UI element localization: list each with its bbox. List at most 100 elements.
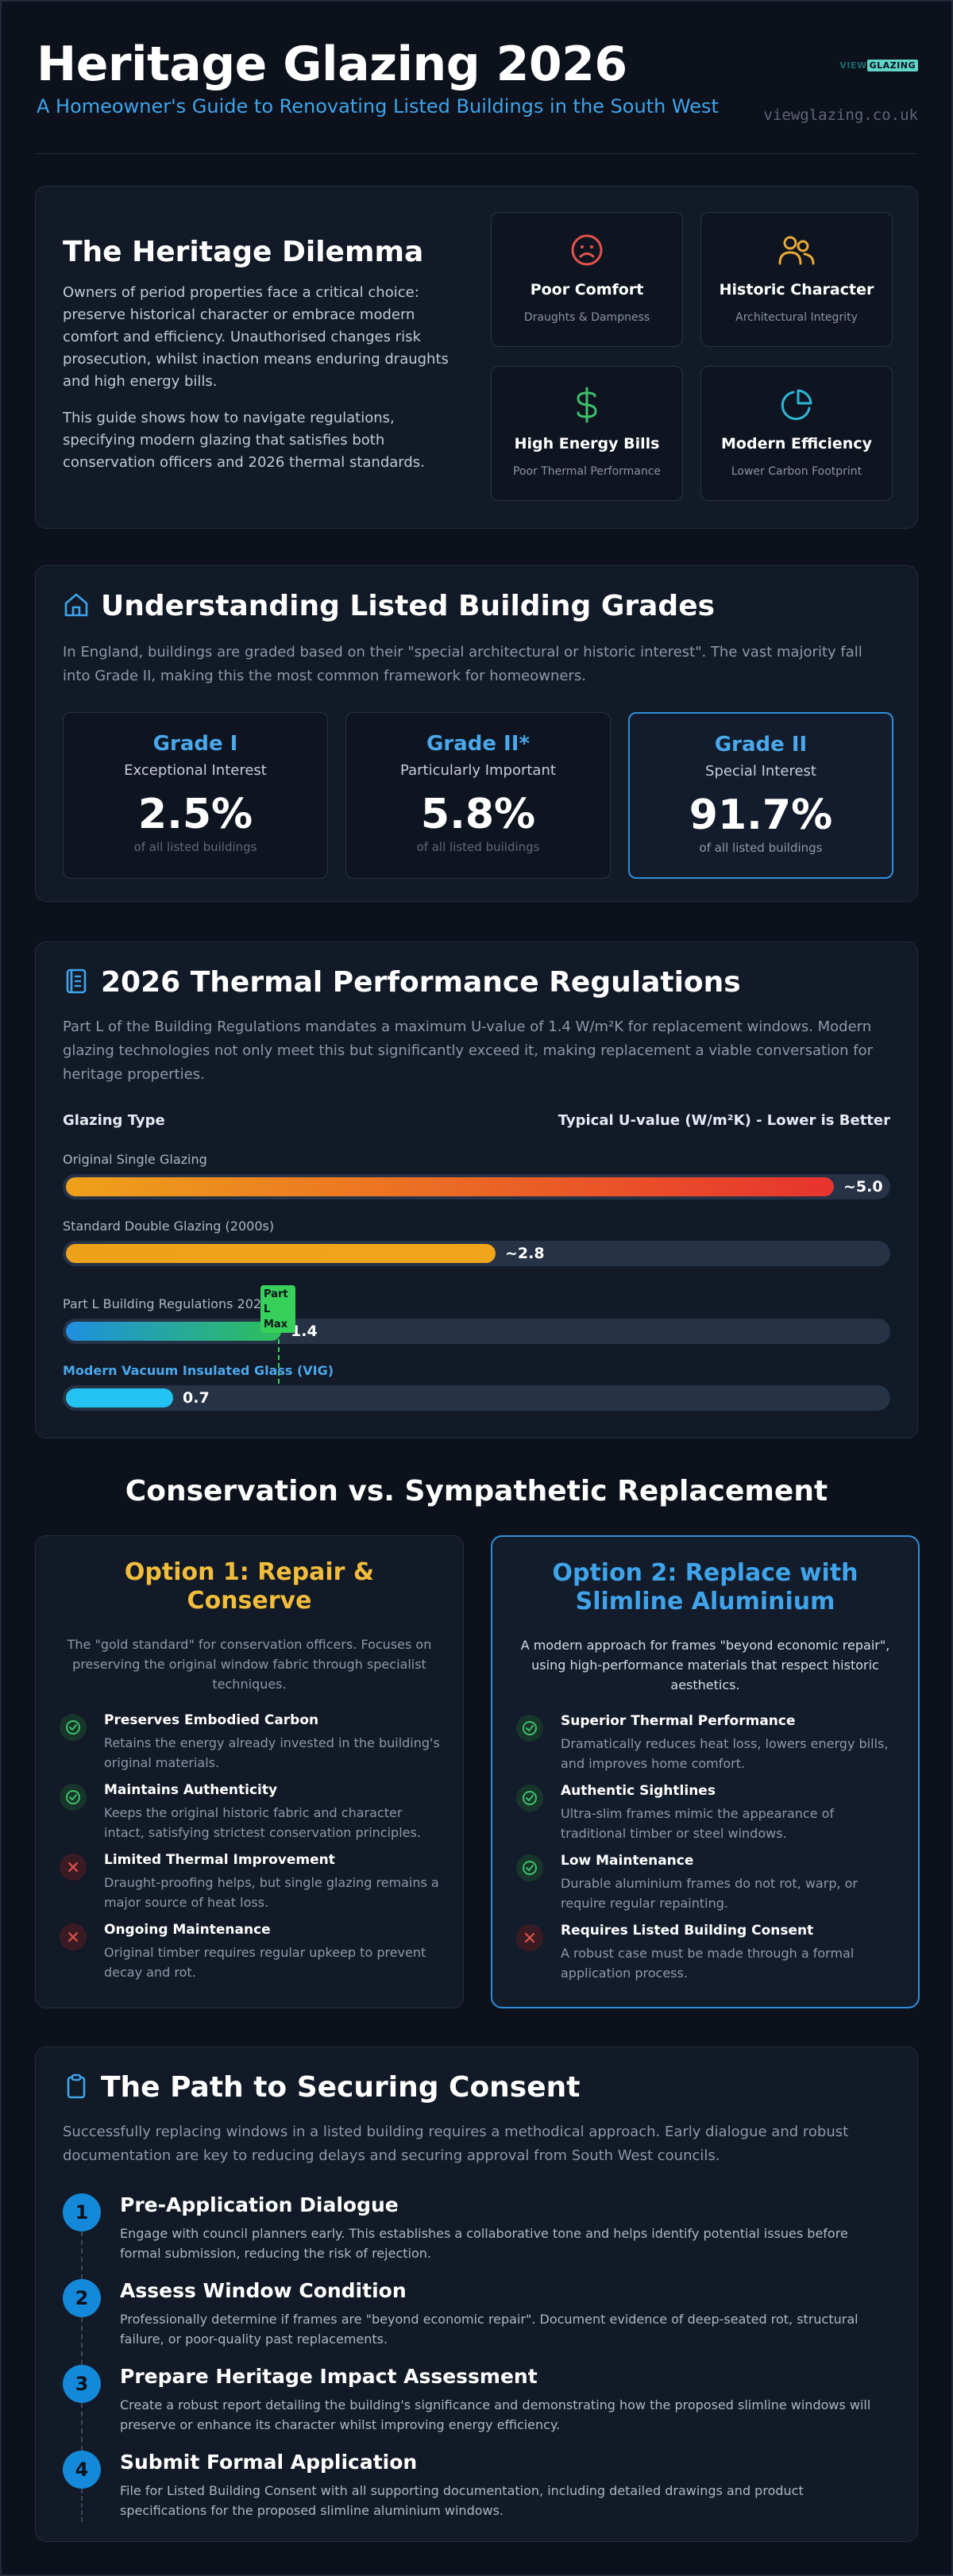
sad-face-icon [492, 232, 682, 270]
tile-title: Historic Character [719, 281, 874, 298]
step-description: Create a robust report detailing the bui… [120, 2397, 871, 2432]
grade-description: Particularly Important [400, 762, 556, 779]
grade-name: Grade II [714, 733, 808, 757]
item-description: Keeps the original historic fabric and c… [104, 1805, 421, 1840]
step-connector [81, 2231, 83, 2279]
step-connector [81, 2317, 83, 2365]
brand-logo-part1: VIEW [839, 60, 867, 71]
dilemma-title: The Heritage Dilemma [63, 236, 424, 268]
users-icon [701, 232, 892, 270]
bar-row-double-glazing: Standard Double Glazing (2000s) ~2.8 [63, 1219, 890, 1268]
item-title: Ongoing Maintenance [104, 1922, 271, 1938]
tile-historic-character: Historic Character Architectural Integri… [700, 212, 893, 347]
item-description: Draught-proofing helps, but single glazi… [104, 1875, 439, 1910]
check-icon [60, 1714, 87, 1741]
step-connector [81, 2403, 83, 2451]
item-description: Durable aluminium frames do not rot, war… [561, 1876, 858, 1911]
option-description: The "gold standard" for conservation off… [67, 1637, 432, 1692]
grade-description: Exceptional Interest [124, 762, 267, 779]
tile-high-energy-bills: High Energy Bills Poor Thermal Performan… [491, 366, 683, 501]
bar-fill-single-glazing [66, 1177, 834, 1196]
heritage-dilemma-section: The Heritage Dilemma Owners of period pr… [35, 186, 918, 529]
cross-icon [60, 1923, 87, 1950]
part-l-max-marker: Part L Max [260, 1285, 295, 1333]
step-connector [81, 2489, 83, 2522]
bar-track [63, 1385, 890, 1411]
brand-logo[interactable]: VIEW GLAZING [839, 60, 918, 71]
option2-item-sightlines: Authentic Sightlines Ultra-slim frames m… [516, 1783, 897, 1846]
step-title: Submit Formal Application [120, 2451, 418, 2474]
grade-note: of all listed buildings [699, 841, 823, 855]
option1-item-maintenance: Ongoing Maintenance Original timber requ… [60, 1922, 442, 1985]
page-subtitle: A Homeowner's Guide to Renovating Listed… [37, 95, 719, 117]
clipboard-icon [63, 2073, 90, 2103]
bar-track [63, 1241, 890, 1266]
option-description: A modern approach for frames "beyond eco… [520, 1638, 890, 1692]
check-icon [516, 1854, 543, 1881]
consent-heading: The Path to Securing Consent [63, 2071, 581, 2104]
grade-name: Grade I [152, 732, 238, 756]
bar-value: 0.7 [183, 1389, 210, 1407]
option1-item-authenticity: Maintains Authenticity Keeps the origina… [60, 1782, 442, 1846]
grade-description: Special Interest [705, 763, 816, 780]
item-title: Limited Thermal Improvement [104, 1852, 335, 1868]
option-title: Option 1: Repair & Conserve [124, 1558, 375, 1615]
item-description: Original timber requires regular upkeep … [104, 1945, 426, 1980]
bar-row-part-l: Part L Building Regulations 2026 1.4 [63, 1296, 890, 1346]
step-submit-application: 4 Submit Formal Application File for Lis… [63, 2451, 890, 2522]
dollar-icon [492, 386, 682, 424]
step-number: 4 [63, 2451, 101, 2489]
page-title: Heritage Glazing 2026 [37, 37, 627, 92]
thermal-title: 2026 Thermal Performance Regulations [101, 966, 741, 999]
step-pre-application: 1 Pre-Application Dialogue Engage with c… [63, 2193, 890, 2265]
grade-card-1: Grade I Exceptional Interest 2.5% of all… [63, 712, 328, 879]
document-icon [63, 968, 90, 998]
tile-title: High Energy Bills [514, 435, 660, 452]
option1-item-limited-thermal: Limited Thermal Improvement Draught-proo… [60, 1852, 442, 1916]
tile-subtitle: Architectural Integrity [735, 311, 858, 324]
item-description: A robust case must be made through a for… [561, 1946, 855, 1981]
thermal-intro: Part L of the Building Regulations manda… [63, 1018, 873, 1083]
step-title: Assess Window Condition [120, 2279, 407, 2302]
step-impact-assessment: 3 Prepare Heritage Impact Assessment Cre… [63, 2365, 890, 2436]
pie-chart-icon [701, 386, 892, 424]
grades-intro: In England, buildings are graded based o… [63, 644, 862, 684]
listed-grades-section: Understanding Listed Building Grades In … [35, 565, 918, 902]
option-slimline-aluminium: Option 2: Replace with Slimline Aluminiu… [491, 1535, 920, 2008]
item-title: Low Maintenance [561, 1853, 694, 1869]
check-icon [60, 1784, 87, 1811]
tile-subtitle: Poor Thermal Performance [512, 465, 662, 478]
consent-intro: Successfully replacing windows in a list… [63, 2124, 849, 2164]
thermal-regulations-section: 2026 Thermal Performance Regulations Par… [35, 941, 918, 1438]
item-title: Authentic Sightlines [561, 1783, 716, 1799]
step-number: 2 [63, 2279, 101, 2317]
grade-name: Grade II* [426, 732, 530, 756]
glazing-type-header: Glazing Type [63, 1112, 165, 1129]
tile-subtitle: Draughts & Dampness [523, 311, 650, 324]
item-description: Retains the energy already invested in t… [104, 1735, 440, 1770]
grade-note: of all listed buildings [133, 840, 257, 854]
bar-value: 1.4 [291, 1323, 318, 1340]
step-number: 1 [63, 2193, 101, 2231]
check-icon [516, 1715, 543, 1742]
dilemma-paragraph-2: This guide shows how to navigate regulat… [63, 410, 425, 471]
cross-icon [60, 1854, 87, 1881]
bar-label: Modern Vacuum Insulated Glass (VIG) [63, 1363, 334, 1378]
u-value-header: Typical U-value (W/m²K) - Lower is Bette… [558, 1112, 890, 1129]
home-icon [63, 591, 90, 622]
check-icon [516, 1785, 543, 1812]
grades-heading: Understanding Listed Building Grades [63, 590, 715, 622]
tile-modern-efficiency: Modern Efficiency Lower Carbon Footprint [700, 366, 893, 501]
item-description: Dramatically reduces heat loss, lowers e… [561, 1736, 889, 1771]
bar-track [63, 1319, 890, 1344]
item-description: Ultra-slim frames mimic the appearance o… [561, 1806, 835, 1841]
grade-card-2-star: Grade II* Particularly Important 5.8% of… [345, 712, 611, 879]
grade-percentage: 2.5% [137, 791, 253, 838]
bar-fill-part-l [66, 1322, 281, 1341]
bar-row-single-glazing: Original Single Glazing ~5.0 [63, 1152, 890, 1201]
site-url-link[interactable]: viewglazing.co.uk [763, 106, 918, 124]
tile-title: Modern Efficiency [721, 435, 872, 452]
tile-subtitle: Lower Carbon Footprint [731, 465, 862, 478]
step-assess-condition: 2 Assess Window Condition Professionally… [63, 2279, 890, 2351]
